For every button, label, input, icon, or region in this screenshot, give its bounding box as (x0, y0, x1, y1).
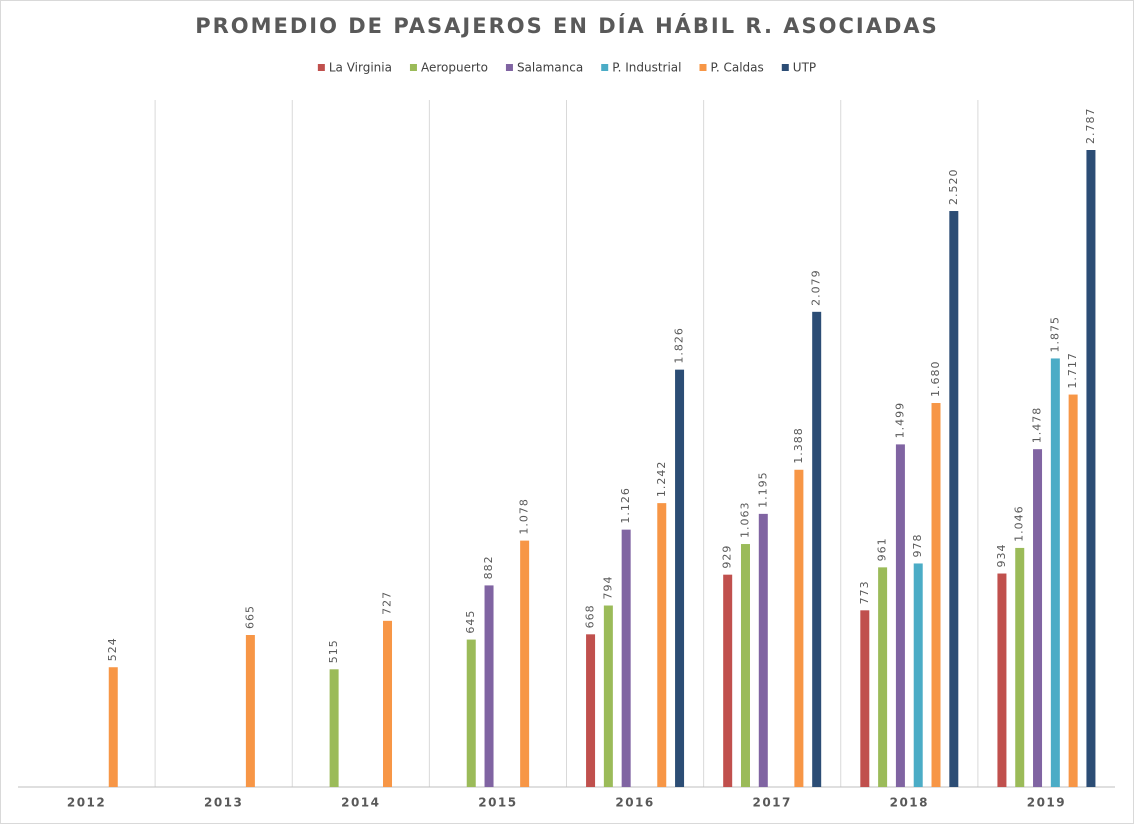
bar (740, 544, 750, 787)
bar (675, 369, 685, 787)
bar (383, 620, 393, 787)
x-tick-label: 2018 (890, 796, 929, 810)
bar (520, 540, 530, 787)
value-label: 1.078 (518, 498, 531, 535)
value-label: 1.063 (738, 502, 751, 539)
bar (466, 639, 476, 787)
value-label: 773 (858, 580, 871, 604)
value-label: 961 (876, 537, 889, 561)
bar (1033, 449, 1043, 787)
bar (723, 574, 733, 787)
bar (621, 529, 631, 787)
value-label: 2.079 (810, 269, 823, 306)
legend-swatch (409, 64, 417, 71)
value-label: 515 (327, 639, 340, 663)
legend-swatch (601, 64, 609, 71)
value-label: 1.478 (1031, 407, 1044, 444)
bar (603, 605, 613, 787)
value-label: 934 (995, 544, 1008, 568)
value-label: 524 (106, 637, 119, 661)
bar (329, 669, 339, 787)
value-label: 668 (584, 604, 597, 628)
bar (108, 667, 118, 787)
value-label: 1.195 (756, 471, 769, 508)
legend-swatch (317, 64, 325, 71)
x-tick-label: 2014 (341, 796, 380, 810)
bar (1015, 547, 1025, 787)
legend-swatch (699, 64, 707, 71)
bar (931, 403, 941, 787)
bar (997, 573, 1007, 787)
legend-swatch (781, 64, 789, 71)
value-label: 2.520 (947, 169, 960, 206)
bar (1068, 394, 1078, 787)
legend-label: UTP (793, 61, 816, 75)
bar (657, 503, 667, 787)
value-label: 1.046 (1013, 505, 1026, 542)
bar (1086, 150, 1096, 787)
legend-label: Salamanca (517, 61, 583, 75)
bar (860, 610, 870, 787)
value-label: 794 (601, 576, 614, 600)
legend-label: La Virginia (329, 61, 392, 75)
value-label: 1.126 (619, 487, 632, 524)
legend-swatch (505, 64, 513, 71)
chart-title: PROMEDIO DE PASAJEROS EN DÍA HÁBIL R. AS… (195, 13, 939, 38)
bar (913, 563, 923, 787)
bar (245, 635, 255, 787)
x-tick-label: 2012 (67, 796, 106, 810)
legend-label: P. Caldas (710, 61, 763, 75)
bar (878, 567, 888, 787)
bar (949, 211, 959, 788)
x-tick-label: 2017 (752, 796, 791, 810)
value-label: 1.826 (673, 327, 686, 364)
bar (758, 513, 768, 787)
value-label: 1.499 (893, 402, 906, 439)
legend-label: Aeropuerto (421, 61, 488, 75)
value-label: 1.388 (792, 427, 805, 464)
bar (812, 311, 822, 787)
legend-label: P. Industrial (612, 61, 681, 75)
value-label: 1.680 (929, 361, 942, 398)
value-label: 929 (721, 545, 734, 569)
value-label: 1.717 (1066, 352, 1079, 389)
bar (794, 469, 804, 787)
x-tick-label: 2019 (1027, 796, 1066, 810)
bar (484, 585, 494, 787)
x-tick-label: 2015 (478, 796, 517, 810)
value-label: 1.875 (1048, 316, 1061, 353)
value-label: 727 (381, 591, 394, 615)
value-label: 1.242 (655, 461, 668, 498)
x-tick-label: 2013 (204, 796, 243, 810)
value-label: 645 (464, 610, 477, 634)
value-label: 2.787 (1084, 108, 1097, 145)
value-label: 978 (911, 533, 924, 557)
x-tick-label: 2016 (615, 796, 654, 810)
bar (1050, 358, 1060, 787)
bar (895, 444, 905, 787)
value-label: 882 (482, 555, 495, 579)
bar (586, 634, 596, 787)
value-label: 665 (243, 605, 256, 629)
